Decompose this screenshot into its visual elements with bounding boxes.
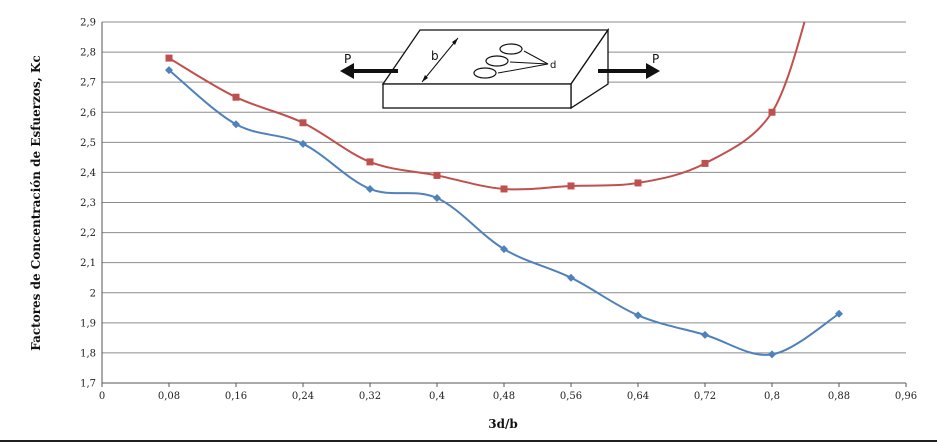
diameter-leader-3 xyxy=(497,63,549,74)
y-tick-labels: 1,7 1,8 1,9 2 2,1 2,2 2,3 2,4 2,5 2,6 2,7 2,8 2,9 xyxy=(80,18,96,390)
series-2-point-7 xyxy=(567,182,575,190)
y-tick-label-4: 2,1 xyxy=(80,258,96,269)
y-tick-label-0: 1,7 xyxy=(80,379,96,390)
series-1-point-2 xyxy=(232,120,240,129)
hole-1 xyxy=(499,43,523,55)
series-2-point-9 xyxy=(701,159,709,167)
series-1-point-10 xyxy=(768,350,776,359)
load-label-left: P xyxy=(344,52,351,66)
axes xyxy=(101,22,907,387)
y-tick-label-3: 2 xyxy=(90,288,96,299)
x-tick-label-3: 0,24 xyxy=(292,391,314,402)
x-tick-label-2: 0,16 xyxy=(225,391,247,402)
series-1-point-11 xyxy=(835,309,843,318)
series-2-point-3 xyxy=(299,119,307,127)
y-tick-label-6: 2,3 xyxy=(80,198,96,209)
y-tick-label-9: 2,6 xyxy=(80,108,96,119)
load-arrowhead-left xyxy=(340,63,354,79)
x-tick-label-5: 0,4 xyxy=(429,391,445,402)
series-1-line xyxy=(168,69,840,356)
diameter-label: d xyxy=(550,60,556,71)
series-2-point-10 xyxy=(768,108,776,116)
series-1-point-3 xyxy=(299,139,307,148)
series-2-point-4 xyxy=(366,158,374,166)
x-tick-label-7: 0,56 xyxy=(560,391,582,402)
width-arrowhead-bottom xyxy=(422,75,428,82)
x-tick-label-12: 0,96 xyxy=(895,391,917,402)
y-tick-label-5: 2,2 xyxy=(80,228,96,239)
x-tick-label-4: 0,32 xyxy=(359,391,381,402)
series-1-point-9 xyxy=(701,330,709,339)
y-tick-label-11: 2,8 xyxy=(80,48,96,59)
series-2-point-6 xyxy=(500,185,508,193)
y-tick-label-7: 2,4 xyxy=(80,168,96,179)
load-arrowhead-right xyxy=(646,63,660,79)
x-tick-labels: 0 0,08 0,16 0,24 0,32 0,4 0,48 0,56 0,64 0,72 0,8 0… xyxy=(99,391,917,402)
series-1-point-5 xyxy=(433,193,441,202)
x-tick-label-10: 0,8 xyxy=(764,391,780,402)
x-tick-label-0: 0 xyxy=(99,391,105,402)
hole-3 xyxy=(473,67,497,79)
x-tick-label-9: 0,72 xyxy=(694,391,716,402)
series-2-line xyxy=(168,22,806,191)
y-tick-label-1: 1,8 xyxy=(80,348,96,359)
series-1-point-4 xyxy=(366,184,374,193)
width-arrowhead-top xyxy=(452,38,458,45)
series-1-point-1 xyxy=(165,66,173,75)
series-1-point-7 xyxy=(567,273,575,282)
x-tick-label-6: 0,48 xyxy=(493,391,515,402)
series-2-point-2 xyxy=(232,93,240,101)
width-dimension-arrow xyxy=(421,37,459,83)
series-layer xyxy=(165,22,843,359)
series-1-point-6 xyxy=(500,245,508,254)
diameter-leader-1 xyxy=(523,50,549,65)
series-1-point-8 xyxy=(634,311,642,320)
x-tick-label-1: 0,08 xyxy=(158,391,180,402)
bottom-border xyxy=(0,440,937,442)
y-tick-label-2: 1,9 xyxy=(80,318,96,329)
x-tick-label-11: 0,88 xyxy=(828,391,850,402)
series-2-point-1 xyxy=(165,54,173,62)
x-axis-title: 3d/b xyxy=(488,417,518,431)
y-tick-label-10: 2,7 xyxy=(80,78,96,89)
y-axis-title: Factores de Concentración de Esfuerzos, … xyxy=(29,55,43,351)
series-2-point-5 xyxy=(433,171,441,179)
x-tick-label-8: 0,64 xyxy=(627,391,649,402)
plate-diagram: b d P P xyxy=(340,27,660,110)
plate-front-face xyxy=(382,83,572,109)
diameter-leader-2 xyxy=(509,61,549,65)
grid-lines xyxy=(102,21,906,354)
hole-2 xyxy=(485,55,509,67)
y-tick-label-12: 2,9 xyxy=(80,18,96,29)
width-label: b xyxy=(431,49,439,63)
y-tick-label-8: 2,5 xyxy=(80,138,96,149)
series-2-point-8 xyxy=(634,179,642,187)
load-label-right: P xyxy=(652,52,659,66)
